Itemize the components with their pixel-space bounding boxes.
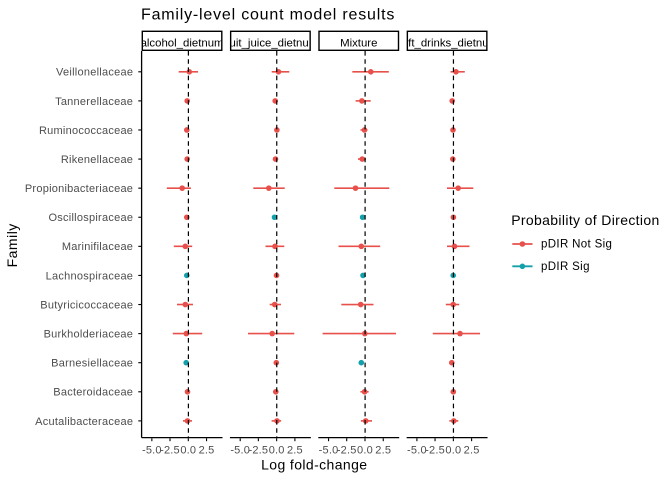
svg-text:Ruminococcaceae: Ruminococcaceae — [39, 125, 133, 137]
svg-text:Acutalibacteraceae: Acutalibacteraceae — [35, 416, 133, 428]
svg-text:Family-level count model resul: Family-level count model results — [141, 7, 395, 24]
svg-text:0.0: 0.0 — [357, 445, 373, 457]
svg-text:pDIR Sig: pDIR Sig — [541, 261, 590, 273]
svg-text:Veillonellaceae: Veillonellaceae — [56, 67, 133, 79]
svg-text:Oscillospiraceae: Oscillospiraceae — [48, 212, 133, 224]
svg-text:2.5: 2.5 — [287, 445, 303, 457]
svg-text:2.5: 2.5 — [199, 445, 215, 457]
svg-text:Rikenellaceae: Rikenellaceae — [61, 154, 133, 166]
svg-text:Mixture: Mixture — [340, 38, 377, 50]
svg-text:-2.5: -2.5 — [337, 445, 357, 457]
svg-text:0.0: 0.0 — [445, 445, 461, 457]
svg-text:Lachnospiraceae: Lachnospiraceae — [46, 270, 134, 282]
svg-text:-5.0: -5.0 — [142, 445, 162, 457]
svg-text:fruit_juice_dietnum: fruit_juice_dietnum — [223, 38, 319, 50]
svg-text:Butyricicoccaceae: Butyricicoccaceae — [40, 299, 133, 311]
svg-text:Propionibacteriaceae: Propionibacteriaceae — [25, 183, 133, 195]
svg-text:0.0: 0.0 — [269, 445, 285, 457]
svg-text:alcohol_dietnum: alcohol_dietnum — [141, 38, 224, 50]
svg-text:Probability of Direction: Probability of Direction — [511, 212, 659, 228]
svg-text:Barnesiellaceae: Barnesiellaceae — [51, 358, 133, 370]
svg-text:Bacteroidaceae: Bacteroidaceae — [53, 387, 133, 399]
svg-text:2.5: 2.5 — [375, 445, 391, 457]
svg-text:soft_drinks_dietnum: soft_drinks_dietnum — [396, 38, 498, 50]
svg-text:0.0: 0.0 — [180, 445, 196, 457]
svg-text:-2.5: -2.5 — [160, 445, 180, 457]
svg-text:Log fold-change: Log fold-change — [261, 457, 367, 473]
svg-text:-2.5: -2.5 — [248, 445, 268, 457]
svg-text:-5.0: -5.0 — [230, 445, 250, 457]
svg-text:Burkholderiaceae: Burkholderiaceae — [44, 329, 134, 341]
svg-text:-5.0: -5.0 — [319, 445, 339, 457]
svg-text:pDIR Not Sig: pDIR Not Sig — [541, 239, 612, 251]
svg-text:Marinifilaceae: Marinifilaceae — [62, 241, 133, 253]
svg-text:-5.0: -5.0 — [407, 445, 427, 457]
svg-text:Family: Family — [4, 223, 20, 267]
svg-text:-2.5: -2.5 — [425, 445, 445, 457]
svg-text:2.5: 2.5 — [464, 445, 480, 457]
svg-text:Tannerellaceae: Tannerellaceae — [55, 96, 133, 108]
